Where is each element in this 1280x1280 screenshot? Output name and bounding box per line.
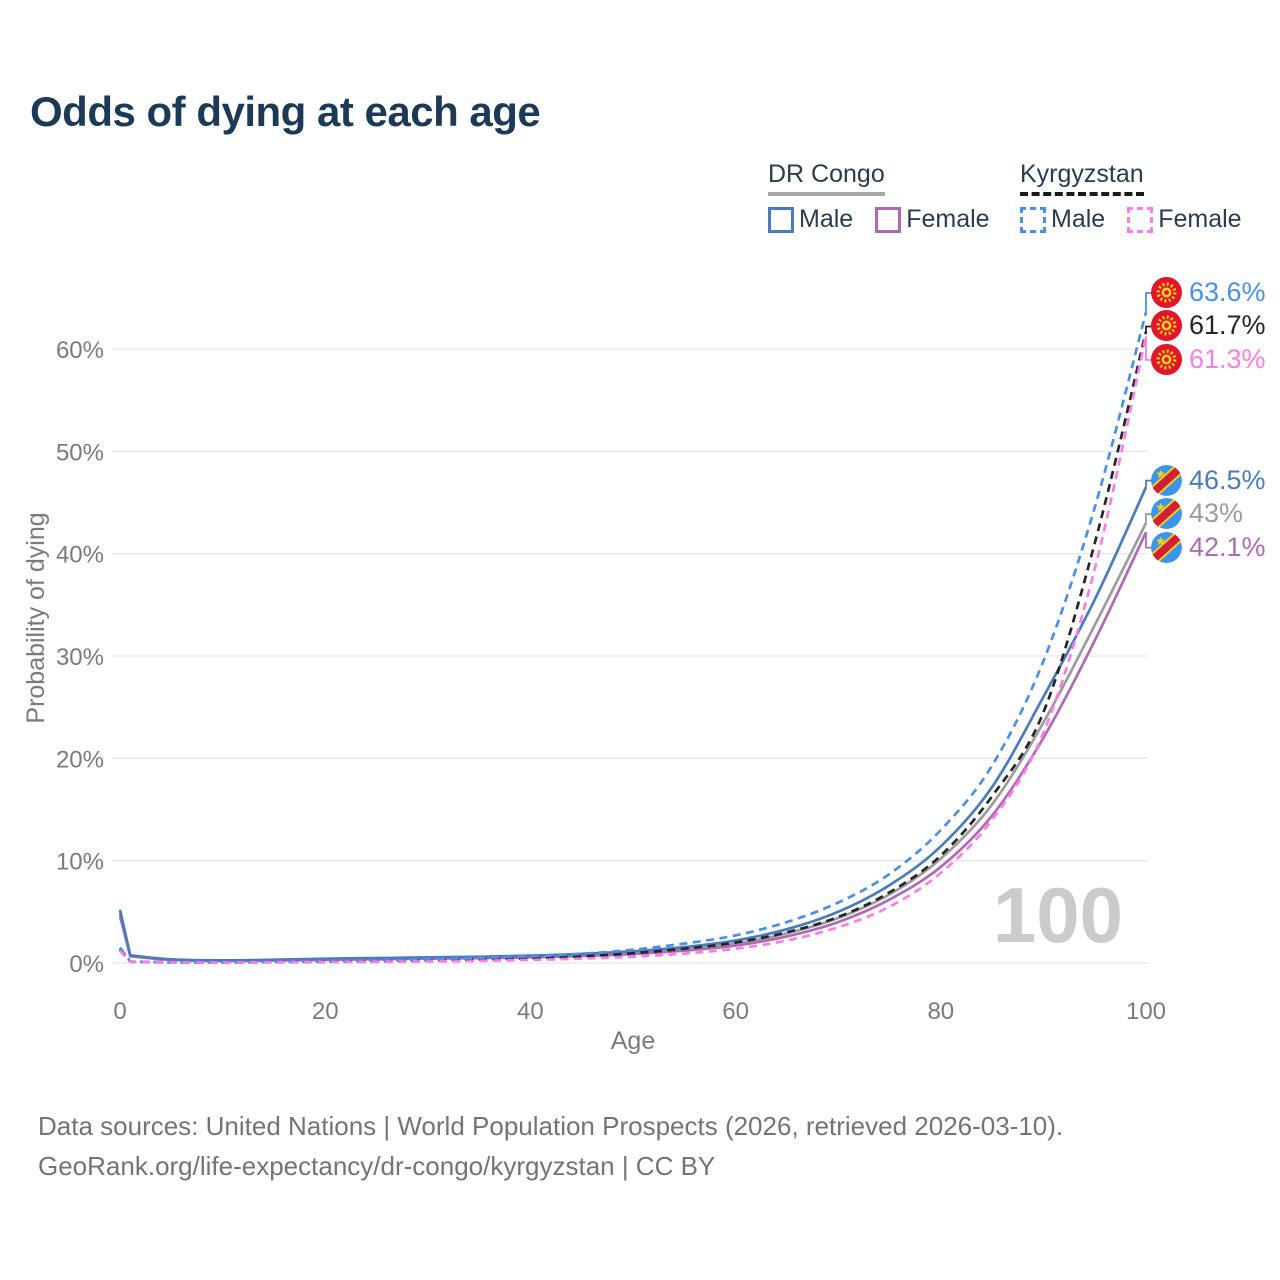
drcongo-male-swatch-icon (768, 206, 794, 233)
dr-congo-flag-icon (1151, 498, 1182, 529)
series-line-kyrgyzstan-both-sexes[interactable] (118, 331, 1148, 964)
series-line-kyrgyzstan-male[interactable] (118, 311, 1148, 964)
legend-item-kyrgyzstan-male[interactable]: Male (1020, 205, 1105, 234)
y-tick-60: 60% (56, 337, 104, 364)
legend-item-drcongo-female[interactable]: Female (875, 205, 990, 234)
kyrgyzstan-flag-icon (1151, 276, 1182, 308)
end-label-value: 43% (1189, 498, 1244, 529)
y-tick-40: 40% (56, 542, 104, 569)
data-sources-line: Data sources: United Nations | World Pop… (38, 1111, 1064, 1141)
label-connector (1145, 335, 1153, 361)
legend-item-label: Female (1158, 205, 1242, 233)
y-axis-title: Probability of dying (22, 512, 50, 723)
hovered-age-watermark: 100 (993, 871, 1123, 959)
end-label-value: 61.3% (1189, 343, 1266, 374)
label-connector (1145, 292, 1153, 313)
attribution-line: GeoRank.org/life-expectancy/dr-congo/kyr… (38, 1151, 716, 1181)
kyrgyzstan-flag-icon (1151, 343, 1182, 375)
kyrgyzstan-flag-icon (1151, 310, 1182, 342)
dr-congo-flag-icon (1151, 532, 1182, 563)
legend-header-kyrgyzstan: Kyrgyzstan (1020, 160, 1144, 196)
legend-item-label: Male (1051, 205, 1106, 233)
label-connector (1145, 532, 1153, 549)
end-label-kyrgyzstan-female: 61.3% (1151, 343, 1266, 375)
footer: Data sources: United Nations | World Pop… (38, 1106, 1063, 1186)
label-connector (1145, 513, 1153, 523)
page-title: Odds of dying at each age (30, 88, 541, 135)
y-tick-0: 0% (69, 951, 104, 978)
legend-item-label: Male (799, 205, 854, 233)
end-label-kyrgyzstan-male: 63.6% (1151, 276, 1266, 308)
end-label-value: 46.5% (1189, 464, 1266, 495)
series-line-dr-congo-male[interactable] (118, 486, 1148, 962)
kyrgyzstan-male-swatch-icon (1020, 206, 1046, 233)
legend-item-kyrgyzstan-female[interactable]: Female (1127, 205, 1242, 234)
grid-layer: 0% 10% 20% 30% 40% 50% 60% 0 20 40 60 80 100 (56, 337, 1166, 1025)
series-line-kyrgyzstan-female[interactable] (119, 335, 1148, 964)
x-tick-40: 40 (517, 998, 544, 1025)
legend-group-dr-congo: DR Congo Male Female (768, 160, 990, 234)
end-label-value: 63.6% (1189, 276, 1266, 307)
kyrgyzstan-female-swatch-icon (1127, 206, 1154, 233)
x-axis-title: Age (611, 1027, 655, 1055)
connector-layer (1145, 292, 1153, 549)
end-label-value: 42.1% (1189, 531, 1266, 562)
legend-header-dr-congo: DR Congo (768, 160, 885, 196)
legend-item-label: Female (906, 205, 990, 233)
y-tick-20: 20% (56, 746, 104, 773)
end-label-drcongo-both: 43% (1151, 498, 1243, 529)
end-label-drcongo-male: 46.5% (1151, 464, 1266, 496)
x-tick-80: 80 (927, 998, 954, 1025)
x-tick-60: 60 (722, 998, 749, 1025)
label-connector (1145, 479, 1153, 488)
x-tick-20: 20 (312, 998, 339, 1025)
dr-congo-flag-icon (1151, 465, 1182, 496)
x-tick-0: 0 (113, 998, 126, 1025)
legend-group-kyrgyzstan: Kyrgyzstan Male Female (1020, 160, 1242, 234)
end-label-kyrgyzstan-both: 61.7% (1151, 310, 1266, 342)
y-tick-30: 30% (56, 644, 104, 671)
end-label-value: 61.7% (1189, 310, 1266, 341)
y-tick-50: 50% (56, 439, 104, 466)
y-tick-10: 10% (56, 849, 104, 876)
label-connector (1145, 325, 1153, 332)
end-label-drcongo-female: 42.1% (1151, 531, 1266, 563)
x-tick-100: 100 (1126, 998, 1166, 1025)
drcongo-female-swatch-icon (875, 206, 902, 233)
series-layer (118, 311, 1148, 964)
legend-item-drcongo-male[interactable]: Male (768, 205, 853, 234)
